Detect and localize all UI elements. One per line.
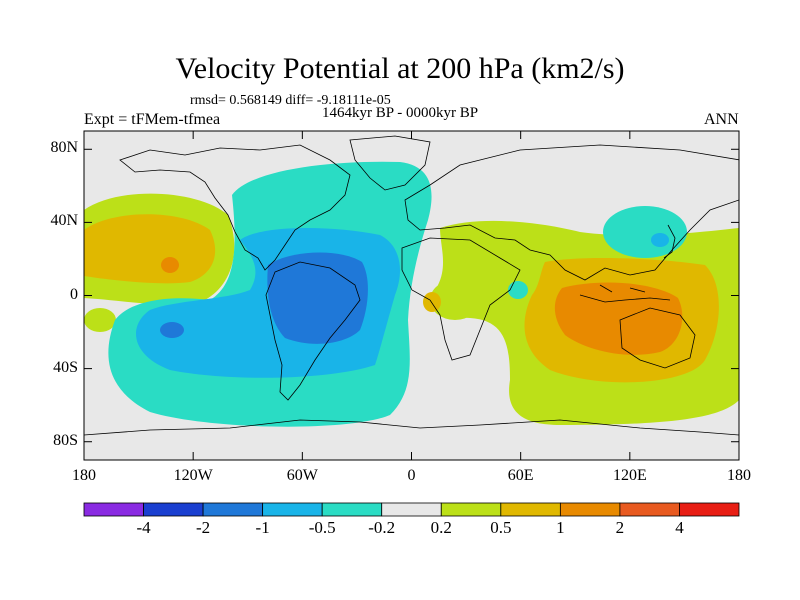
coast-south-america <box>265 261 361 401</box>
x-tick-label: 0 <box>407 467 416 484</box>
statistics-label: rmsd= 0.568149 diff= -9.18111e-05 <box>190 93 391 108</box>
x-tick-label: 120E <box>612 467 647 484</box>
coast-japan <box>663 224 676 259</box>
colorbar-box <box>500 502 561 517</box>
x-tick-label: 180 <box>727 467 751 484</box>
colorbar-level-label: 2 <box>615 518 625 537</box>
axis-ticks <box>83 131 740 460</box>
period-label: 1464kyr BP - 0000kyr BP <box>322 105 479 121</box>
x-tick-label: 60W <box>286 467 318 484</box>
y-tick-label: 80N <box>50 139 78 157</box>
contour-indopacific-inner <box>554 282 683 355</box>
coast-europe-asia <box>404 144 739 281</box>
y-tick-label: 40N <box>50 212 78 230</box>
x-tick-label: 180 <box>72 467 96 484</box>
colorbar-level-label: -0.2 <box>368 518 396 537</box>
coast-antarctica <box>84 419 739 436</box>
colorbar-box <box>143 502 204 517</box>
coast-africa <box>401 237 521 361</box>
colorbar-level-label: -0.5 <box>308 518 336 537</box>
contour-japan-negative <box>603 206 687 258</box>
x-tick-label: 60E <box>507 467 534 484</box>
season-label: ANN <box>704 111 739 128</box>
colorbar-box <box>559 502 621 517</box>
coast-greenland <box>349 135 431 191</box>
x-tick-label: 120W <box>173 467 213 484</box>
colorbar-level-label: 0.2 <box>430 518 452 537</box>
colorbar-box <box>440 502 502 517</box>
colorbar-box <box>83 502 144 517</box>
colorbar-box <box>321 502 383 517</box>
coast-indonesia <box>579 284 671 303</box>
colorbar-box <box>202 502 264 517</box>
coast-australia <box>619 307 696 369</box>
colorbar-box <box>679 502 740 517</box>
colorbar-level-label: 0.5 <box>490 518 512 537</box>
contour-east-pacific-positive <box>725 310 739 330</box>
y-tick-label: 0 <box>70 285 78 303</box>
contour-pacific-core <box>161 257 179 273</box>
contour-africa-core <box>423 292 441 312</box>
colorbar-box <box>619 502 680 517</box>
experiment-label: Expt = tFMem-tfmea <box>84 111 221 128</box>
colorbar-box <box>381 502 442 517</box>
contour-pacific-south-neg <box>160 322 184 338</box>
contour-japan-core <box>651 233 669 247</box>
colorbar-level-label: -1 <box>255 518 270 537</box>
contour-pacific-small <box>84 308 116 332</box>
colorbar-level-label: 1 <box>556 518 565 537</box>
map-title: Velocity Potential at 200 hPa (km2/s) <box>175 52 625 85</box>
colorbar-level-label: 4 <box>675 518 684 537</box>
y-tick-label: 40S <box>53 358 78 376</box>
colorbar <box>83 502 740 517</box>
coastlines <box>84 135 739 436</box>
y-tick-label: 80S <box>53 431 78 449</box>
coast-north-america <box>119 144 351 271</box>
contour-americas-inner <box>267 252 368 344</box>
colorbar-level-label: -4 <box>136 518 151 537</box>
colorbar-level-label: -2 <box>195 518 211 537</box>
contour-fill-layer <box>84 161 739 427</box>
contour-pacific-mid <box>84 214 216 284</box>
colorbar-box <box>262 502 323 517</box>
contour-africa-positive <box>430 280 480 320</box>
contour-arabian-negative <box>508 281 528 299</box>
